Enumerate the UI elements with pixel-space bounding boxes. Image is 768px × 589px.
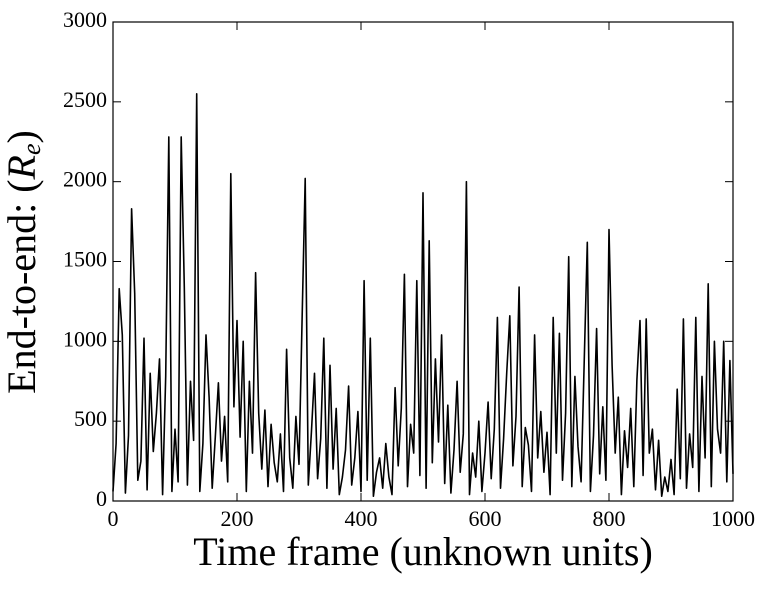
data-line <box>112 93 734 498</box>
y-axis-label-subscript: e <box>17 143 46 155</box>
x-tick-label: 400 <box>345 506 378 531</box>
y-axis-label-symbol: R <box>0 155 44 180</box>
y-tick-label: 1000 <box>63 326 107 351</box>
x-axis-label: Time frame (unknown units) <box>193 529 653 574</box>
x-tick-label: 200 <box>221 506 254 531</box>
y-tick-label: 0 <box>96 486 107 511</box>
y-tick-label: 3000 <box>63 7 107 32</box>
y-axis-label: End-to-end: (Re) <box>0 130 46 394</box>
y-tick-label: 2000 <box>63 167 107 192</box>
y-axis-label-close: ) <box>0 130 44 143</box>
x-tick-label: 1000 <box>711 506 755 531</box>
x-tick-label: 0 <box>108 506 119 531</box>
x-tick-label: 600 <box>469 506 502 531</box>
x-tick-label: 800 <box>593 506 626 531</box>
y-tick-label: 2500 <box>63 87 107 112</box>
y-tick-label: 500 <box>74 406 107 431</box>
y-axis-label-text: End-to-end: ( <box>0 179 44 393</box>
y-tick-label: 1500 <box>63 247 107 272</box>
